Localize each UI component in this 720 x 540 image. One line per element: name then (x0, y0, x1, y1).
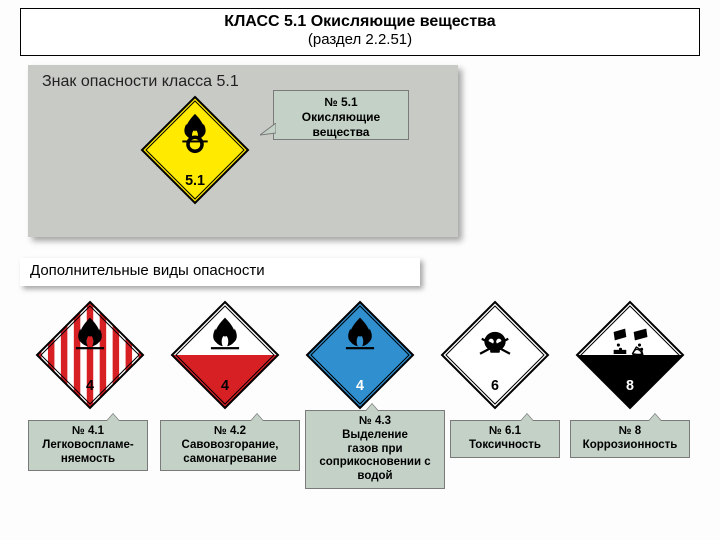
caption-h43: № 4.3Выделениегазов присоприкосновении с… (305, 410, 445, 489)
caption-line: Коррозионность (575, 439, 685, 453)
svg-text:4: 4 (86, 378, 94, 394)
caption-line: № 4.2 (165, 425, 295, 439)
caption-line: соприкосновении с (310, 456, 440, 470)
caption-h8: № 8Коррозионность (570, 420, 690, 458)
section-label: Дополнительные виды опасности (20, 258, 420, 286)
hazard-diamond-h43: 4 (305, 300, 415, 410)
caption-line: Легковоспламе- (33, 439, 143, 453)
caption-line: № 4.3 (310, 415, 440, 429)
caption-line: водой (310, 470, 440, 484)
callout-tail-icon (260, 123, 276, 137)
caption-line: № 6.1 (455, 425, 555, 439)
panel-title: Знак опасности класса 5.1 (42, 73, 444, 91)
caption-line: газов при (310, 443, 440, 457)
caption-h41: № 4.1Легковоспламе-няемость (28, 420, 148, 471)
caption-line: № 4.1 (33, 425, 143, 439)
callout-line: № 5.1 (280, 95, 402, 110)
svg-text:4: 4 (221, 378, 229, 394)
caption-line: Савовозгорание, (165, 439, 295, 453)
title-line2: (раздел 2.2.51) (21, 31, 699, 48)
caption-line: Выделение (310, 429, 440, 443)
title-line1: КЛАСС 5.1 Окисляющие вещества (21, 13, 699, 31)
main-callout: № 5.1 Окисляющие вещества (273, 90, 409, 140)
caption-line: Токсичность (455, 439, 555, 453)
svg-text:8: 8 (626, 378, 634, 394)
hazard-diamond-h8: 8 (575, 300, 685, 410)
svg-text:5.1: 5.1 (185, 173, 205, 189)
caption-line: самонагревание (165, 453, 295, 467)
caption-h42: № 4.2Савовозгорание,самонагревание (160, 420, 300, 471)
hazard-diamond-main: 5.1 (140, 95, 250, 205)
caption-line: няемость (33, 453, 143, 467)
hazard-diamond-h42: 4 (170, 300, 280, 410)
caption-line: № 8 (575, 425, 685, 439)
caption-h61: № 6.1Токсичность (450, 420, 560, 458)
hazard-diamond-h41: 4 (35, 300, 145, 410)
svg-text:4: 4 (356, 378, 364, 394)
title-box: КЛАСС 5.1 Окисляющие вещества (раздел 2.… (20, 8, 700, 56)
hazard-diamond-h61: 6 (440, 300, 550, 410)
callout-line: Окисляющие (280, 110, 402, 125)
svg-text:6: 6 (491, 378, 499, 394)
callout-line: вещества (280, 125, 402, 140)
